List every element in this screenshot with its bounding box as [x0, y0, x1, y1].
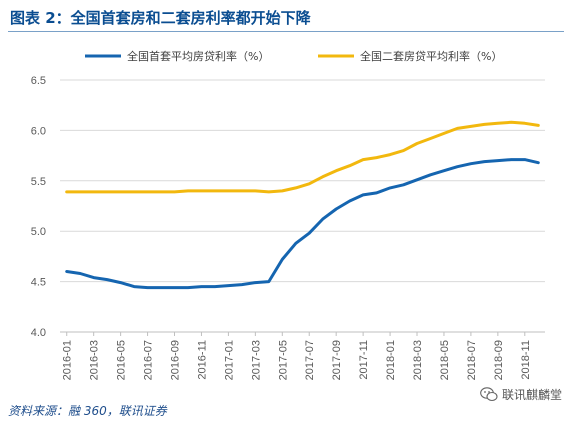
x-tick-label: 2016-07 — [143, 340, 155, 380]
page-title: 图表 2：全国首套房和二套房利率都开始下降 — [10, 9, 311, 27]
source-note: 资料来源：融 360，联讯证券 — [8, 404, 167, 418]
x-tick-label: 2018-01 — [385, 340, 397, 380]
watermark-text: 联讯麒麟堂 — [501, 388, 562, 402]
x-tick-label: 2018-05 — [439, 340, 451, 380]
title-divider — [8, 31, 564, 32]
x-tick-label: 2017-01 — [223, 340, 235, 380]
y-tick-label: 5.5 — [31, 176, 46, 188]
chart-legend: 全国首套平均房贷利率（%） 全国二套房贷平均利率（%） — [85, 49, 502, 63]
y-tick-label: 6.0 — [31, 125, 46, 137]
x-axis: 2016-01 2016-03 2016-05 2016-07 2016-09 2016-… — [62, 332, 532, 380]
legend-label-1: 全国首套平均房贷利率（%） — [127, 49, 269, 63]
legend-label-2: 全国二套房贷平均利率（%） — [360, 49, 502, 63]
x-tick-label: 2016-01 — [62, 340, 74, 380]
y-tick-label: 4.0 — [31, 327, 46, 339]
x-tick-label: 2016-11 — [196, 340, 208, 380]
x-tick-label: 2018-09 — [493, 340, 505, 380]
watermark: 联讯麒麟堂 — [480, 386, 562, 403]
x-tick-label: 2017-11 — [358, 340, 370, 380]
series-line-1 — [65, 158, 540, 290]
x-tick-label: 2017-03 — [250, 340, 262, 380]
series-line-2 — [65, 120, 540, 194]
wechat-icon — [480, 387, 498, 402]
y-tick-label: 4.5 — [31, 277, 46, 289]
x-tick-label: 2018-11 — [520, 340, 532, 380]
x-tick-label: 2018-03 — [412, 340, 424, 380]
y-tick-label: 5.0 — [31, 226, 46, 238]
x-tick-label: 2017-09 — [331, 340, 343, 380]
x-tick-label: 2017-07 — [304, 340, 316, 380]
series-lines — [65, 120, 540, 290]
x-tick-label: 2018-07 — [466, 340, 478, 380]
x-tick-label: 2016-09 — [170, 340, 182, 380]
x-tick-label: 2016-05 — [116, 340, 128, 380]
chart-gridlines — [60, 79, 545, 283]
y-tick-label: 6.5 — [31, 75, 46, 87]
x-tick-label: 2017-05 — [277, 340, 289, 380]
x-tick-label: 2016-03 — [89, 340, 101, 380]
line-chart: 4.0 4.5 5.0 5.5 6.0 6.5 2016-01 2016-03 2016-05… — [31, 49, 545, 380]
y-axis: 4.0 4.5 5.0 5.5 6.0 6.5 — [31, 75, 46, 339]
